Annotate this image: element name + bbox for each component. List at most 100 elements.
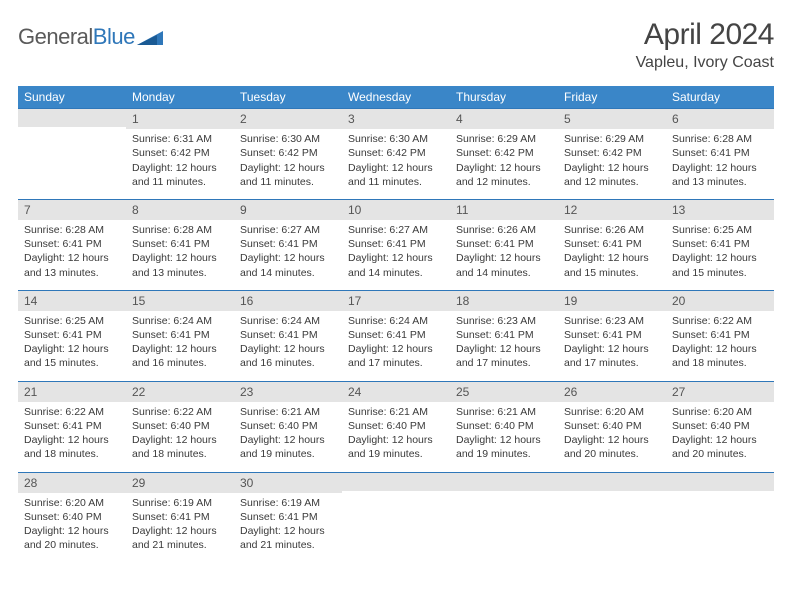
day-number: 22 — [126, 381, 234, 402]
day-empty — [558, 472, 666, 491]
day-details: Sunrise: 6:21 AMSunset: 6:40 PMDaylight:… — [450, 402, 558, 472]
day-details: Sunrise: 6:30 AMSunset: 6:42 PMDaylight:… — [234, 129, 342, 199]
day-details: Sunrise: 6:28 AMSunset: 6:41 PMDaylight:… — [18, 220, 126, 290]
logo-part1: General — [18, 24, 93, 49]
day-details: Sunrise: 6:23 AMSunset: 6:41 PMDaylight:… — [558, 311, 666, 381]
day-number: 10 — [342, 199, 450, 220]
day-number: 2 — [234, 108, 342, 129]
calendar-cell: 12Sunrise: 6:26 AMSunset: 6:41 PMDayligh… — [558, 199, 666, 290]
calendar-cell: 16Sunrise: 6:24 AMSunset: 6:41 PMDayligh… — [234, 290, 342, 381]
day-details: Sunrise: 6:19 AMSunset: 6:41 PMDaylight:… — [126, 493, 234, 563]
logo-part2: Blue — [93, 24, 135, 49]
day-details: Sunrise: 6:24 AMSunset: 6:41 PMDaylight:… — [342, 311, 450, 381]
logo-triangle-icon — [137, 27, 163, 47]
day-number: 27 — [666, 381, 774, 402]
day-number: 1 — [126, 108, 234, 129]
day-number: 30 — [234, 472, 342, 493]
calendar-cell: 14Sunrise: 6:25 AMSunset: 6:41 PMDayligh… — [18, 290, 126, 381]
day-number: 20 — [666, 290, 774, 311]
day-number: 8 — [126, 199, 234, 220]
calendar-cell: 28Sunrise: 6:20 AMSunset: 6:40 PMDayligh… — [18, 472, 126, 563]
calendar-head: SundayMondayTuesdayWednesdayThursdayFrid… — [18, 86, 774, 108]
col-tuesday: Tuesday — [234, 86, 342, 108]
day-details: Sunrise: 6:20 AMSunset: 6:40 PMDaylight:… — [558, 402, 666, 472]
calendar-cell: 21Sunrise: 6:22 AMSunset: 6:41 PMDayligh… — [18, 381, 126, 472]
day-details: Sunrise: 6:28 AMSunset: 6:41 PMDaylight:… — [666, 129, 774, 199]
day-details: Sunrise: 6:29 AMSunset: 6:42 PMDaylight:… — [450, 129, 558, 199]
calendar-row: 28Sunrise: 6:20 AMSunset: 6:40 PMDayligh… — [18, 472, 774, 563]
calendar-cell: 23Sunrise: 6:21 AMSunset: 6:40 PMDayligh… — [234, 381, 342, 472]
day-empty — [342, 472, 450, 491]
calendar-cell: 5Sunrise: 6:29 AMSunset: 6:42 PMDaylight… — [558, 108, 666, 199]
day-details: Sunrise: 6:28 AMSunset: 6:41 PMDaylight:… — [126, 220, 234, 290]
calendar-cell: 25Sunrise: 6:21 AMSunset: 6:40 PMDayligh… — [450, 381, 558, 472]
day-number: 17 — [342, 290, 450, 311]
day-details: Sunrise: 6:21 AMSunset: 6:40 PMDaylight:… — [342, 402, 450, 472]
day-number: 12 — [558, 199, 666, 220]
calendar-cell: 24Sunrise: 6:21 AMSunset: 6:40 PMDayligh… — [342, 381, 450, 472]
day-details: Sunrise: 6:20 AMSunset: 6:40 PMDaylight:… — [666, 402, 774, 472]
calendar-cell: 3Sunrise: 6:30 AMSunset: 6:42 PMDaylight… — [342, 108, 450, 199]
logo: GeneralBlue — [18, 18, 163, 50]
calendar-cell: 9Sunrise: 6:27 AMSunset: 6:41 PMDaylight… — [234, 199, 342, 290]
day-details: Sunrise: 6:22 AMSunset: 6:41 PMDaylight:… — [18, 402, 126, 472]
calendar-cell: 7Sunrise: 6:28 AMSunset: 6:41 PMDaylight… — [18, 199, 126, 290]
day-number: 11 — [450, 199, 558, 220]
calendar-cell: 2Sunrise: 6:30 AMSunset: 6:42 PMDaylight… — [234, 108, 342, 199]
day-details: Sunrise: 6:19 AMSunset: 6:41 PMDaylight:… — [234, 493, 342, 563]
day-details: Sunrise: 6:24 AMSunset: 6:41 PMDaylight:… — [234, 311, 342, 381]
day-details: Sunrise: 6:25 AMSunset: 6:41 PMDaylight:… — [666, 220, 774, 290]
col-thursday: Thursday — [450, 86, 558, 108]
day-details: Sunrise: 6:27 AMSunset: 6:41 PMDaylight:… — [234, 220, 342, 290]
calendar-cell: 22Sunrise: 6:22 AMSunset: 6:40 PMDayligh… — [126, 381, 234, 472]
calendar-cell — [666, 472, 774, 563]
day-number: 19 — [558, 290, 666, 311]
calendar-cell: 19Sunrise: 6:23 AMSunset: 6:41 PMDayligh… — [558, 290, 666, 381]
day-number: 14 — [18, 290, 126, 311]
title-block: April 2024 Vapleu, Ivory Coast — [636, 18, 774, 72]
calendar-row: 7Sunrise: 6:28 AMSunset: 6:41 PMDaylight… — [18, 199, 774, 290]
day-number: 18 — [450, 290, 558, 311]
day-empty — [666, 472, 774, 491]
day-number: 24 — [342, 381, 450, 402]
col-sunday: Sunday — [18, 86, 126, 108]
day-details: Sunrise: 6:26 AMSunset: 6:41 PMDaylight:… — [558, 220, 666, 290]
day-number: 25 — [450, 381, 558, 402]
day-details: Sunrise: 6:29 AMSunset: 6:42 PMDaylight:… — [558, 129, 666, 199]
day-empty — [450, 472, 558, 491]
day-number: 5 — [558, 108, 666, 129]
calendar-cell — [18, 108, 126, 199]
calendar-cell: 13Sunrise: 6:25 AMSunset: 6:41 PMDayligh… — [666, 199, 774, 290]
day-number: 3 — [342, 108, 450, 129]
calendar-cell: 18Sunrise: 6:23 AMSunset: 6:41 PMDayligh… — [450, 290, 558, 381]
day-details: Sunrise: 6:24 AMSunset: 6:41 PMDaylight:… — [126, 311, 234, 381]
calendar-table: SundayMondayTuesdayWednesdayThursdayFrid… — [18, 86, 774, 562]
day-number: 26 — [558, 381, 666, 402]
calendar-cell: 15Sunrise: 6:24 AMSunset: 6:41 PMDayligh… — [126, 290, 234, 381]
location: Vapleu, Ivory Coast — [636, 54, 774, 72]
calendar-cell: 17Sunrise: 6:24 AMSunset: 6:41 PMDayligh… — [342, 290, 450, 381]
day-details: Sunrise: 6:26 AMSunset: 6:41 PMDaylight:… — [450, 220, 558, 290]
day-number: 28 — [18, 472, 126, 493]
calendar-row: 21Sunrise: 6:22 AMSunset: 6:41 PMDayligh… — [18, 381, 774, 472]
day-empty — [18, 108, 126, 127]
calendar-cell — [558, 472, 666, 563]
day-number: 16 — [234, 290, 342, 311]
logo-text: GeneralBlue — [18, 24, 135, 50]
day-number: 7 — [18, 199, 126, 220]
day-number: 13 — [666, 199, 774, 220]
day-number: 6 — [666, 108, 774, 129]
calendar-cell: 10Sunrise: 6:27 AMSunset: 6:41 PMDayligh… — [342, 199, 450, 290]
day-details: Sunrise: 6:30 AMSunset: 6:42 PMDaylight:… — [342, 129, 450, 199]
col-saturday: Saturday — [666, 86, 774, 108]
day-number: 9 — [234, 199, 342, 220]
calendar-body: 1Sunrise: 6:31 AMSunset: 6:42 PMDaylight… — [18, 108, 774, 562]
col-friday: Friday — [558, 86, 666, 108]
day-details: Sunrise: 6:31 AMSunset: 6:42 PMDaylight:… — [126, 129, 234, 199]
calendar-cell: 29Sunrise: 6:19 AMSunset: 6:41 PMDayligh… — [126, 472, 234, 563]
day-number: 4 — [450, 108, 558, 129]
calendar-cell: 4Sunrise: 6:29 AMSunset: 6:42 PMDaylight… — [450, 108, 558, 199]
calendar-cell: 27Sunrise: 6:20 AMSunset: 6:40 PMDayligh… — [666, 381, 774, 472]
calendar-cell: 8Sunrise: 6:28 AMSunset: 6:41 PMDaylight… — [126, 199, 234, 290]
calendar-cell: 11Sunrise: 6:26 AMSunset: 6:41 PMDayligh… — [450, 199, 558, 290]
